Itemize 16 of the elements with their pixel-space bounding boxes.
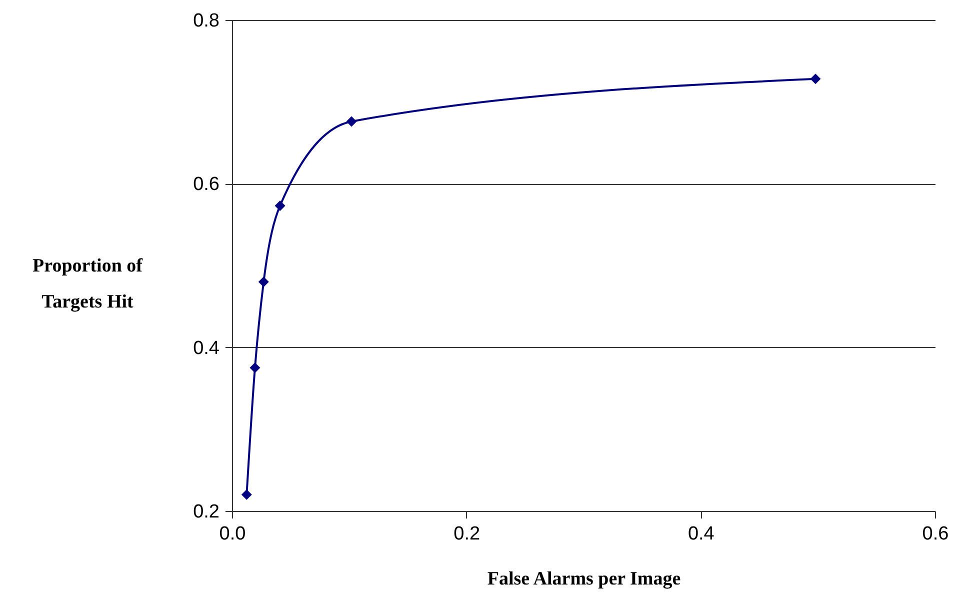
y-tick-label: 0.6 — [193, 174, 220, 196]
point — [346, 116, 357, 127]
x-tick-label: 0.6 — [922, 524, 949, 544]
y-tick-label: 0.2 — [193, 502, 220, 522]
y-tick-label: 0.4 — [193, 338, 220, 359]
point — [274, 200, 286, 212]
y-axis-title: Proportion of Targets Hit — [32, 256, 144, 312]
y-tick-label: 0.8 — [193, 10, 220, 32]
x-tick-label: 0.4 — [688, 524, 715, 544]
point — [258, 276, 269, 288]
point — [241, 489, 252, 500]
x-tick-label: 0.2 — [454, 524, 480, 544]
x-tick-label: 0.0 — [219, 524, 246, 544]
x-axis-title: False Alarms per Image — [487, 568, 681, 590]
point — [250, 362, 260, 374]
point — [810, 74, 821, 84]
